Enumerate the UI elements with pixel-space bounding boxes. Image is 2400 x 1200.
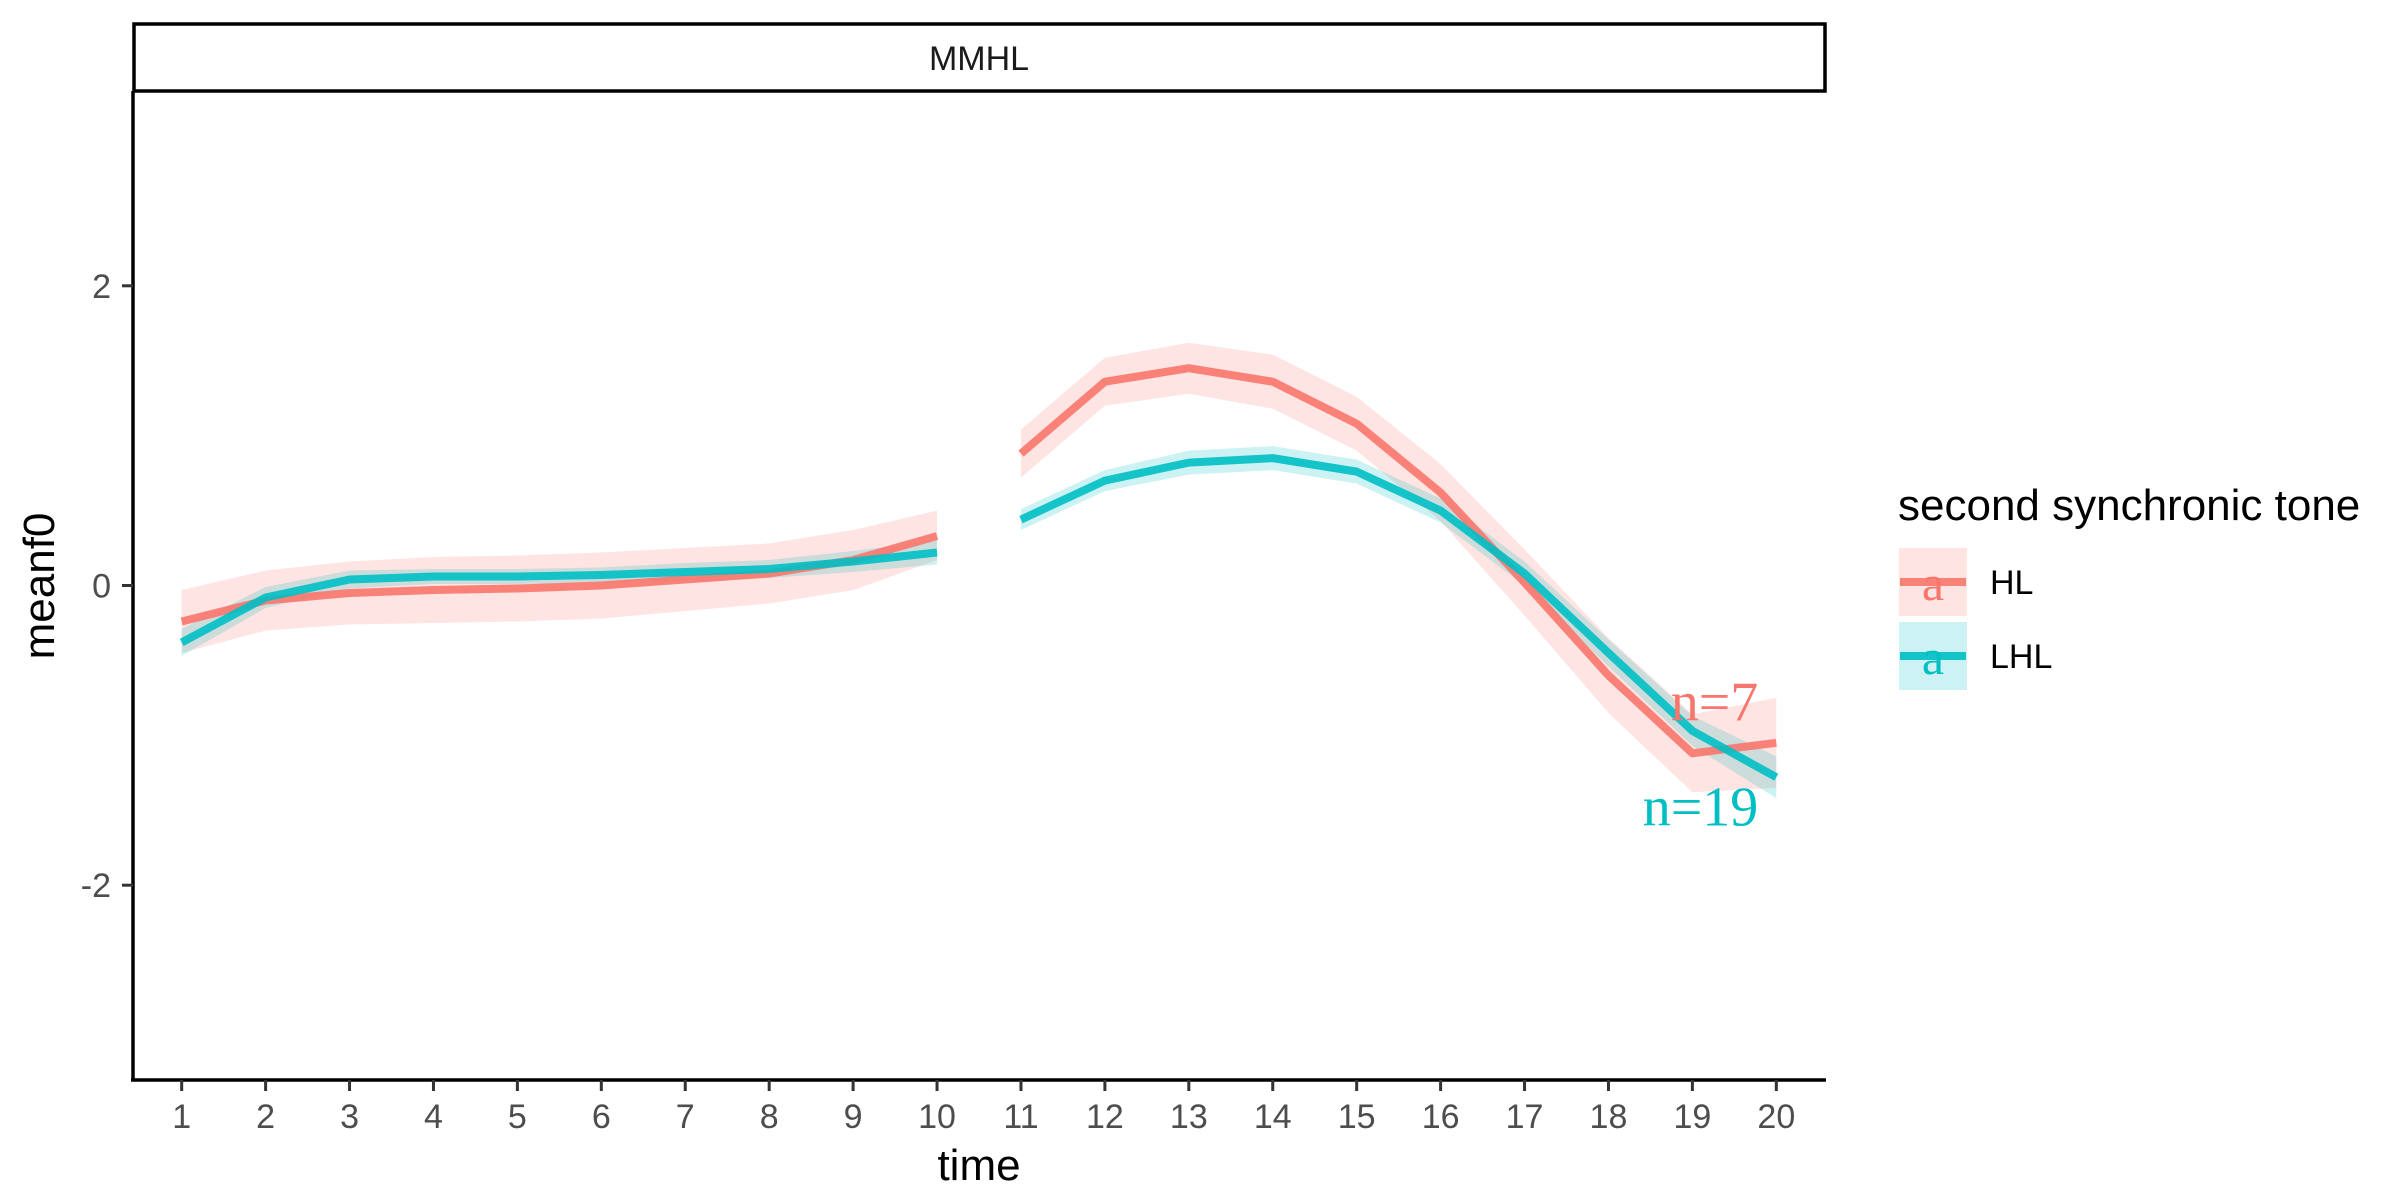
x-tick-label: 1 (172, 1098, 191, 1136)
legend: second synchronic tone a HL a LHL (1898, 481, 2360, 690)
x-axis-title: time (937, 1141, 1020, 1190)
legend-key-glyph-lhl: a (1922, 629, 1944, 685)
x-tick-label: 14 (1254, 1098, 1292, 1136)
legend-keys: a HL a LHL (1899, 548, 2052, 690)
series-lines (179, 364, 1779, 781)
legend-label-lhl: LHL (1990, 638, 2052, 676)
x-tick-label: 20 (1757, 1098, 1795, 1136)
x-tick-label: 9 (844, 1098, 863, 1136)
legend-key-glyph-hl: a (1922, 555, 1944, 611)
x-tick-label: 17 (1506, 1098, 1544, 1136)
x-tick-label: 4 (424, 1098, 443, 1136)
x-tick-label: 7 (676, 1098, 695, 1136)
y-axis-ticks: -2 0 2 (81, 268, 133, 905)
x-tick-label: 5 (508, 1098, 527, 1136)
x-tick-label: 19 (1673, 1098, 1711, 1136)
line-hl-segment-2 (1018, 364, 1777, 758)
x-tick-label: 10 (918, 1098, 956, 1136)
line-lhl-segment-2 (1019, 454, 1779, 781)
legend-label-hl: HL (1990, 564, 2033, 602)
x-tick-label: 6 (592, 1098, 611, 1136)
facet-strip: MMHL (132, 22, 1827, 93)
x-tick-label: 16 (1422, 1098, 1460, 1136)
x-tick-label: 11 (1003, 1098, 1038, 1136)
x-axis-ticks: 1 2 3 4 5 6 7 8 9 10 11 12 13 14 15 16 17 18 19 20 (172, 1080, 1795, 1136)
x-tick-label: 8 (760, 1098, 779, 1136)
count-annotations: n=7 n=19 (1643, 671, 1759, 838)
x-tick-label: 13 (1170, 1098, 1208, 1136)
x-tick-label: 3 (340, 1098, 359, 1136)
x-tick-label: 18 (1590, 1098, 1628, 1136)
x-tick-label: 12 (1086, 1098, 1124, 1136)
y-tick-label: 0 (92, 568, 111, 606)
confidence-ribbons (181, 342, 1777, 799)
facet-strip-label: MMHL (929, 40, 1029, 78)
y-axis-title: meanf0 (15, 513, 64, 660)
x-tick-label: 15 (1338, 1098, 1376, 1136)
ribbon-hl-segment-2 (1020, 342, 1777, 793)
x-tick-label: 2 (256, 1098, 275, 1136)
annotation-hl: n=7 (1671, 671, 1759, 733)
line-lhl-segment-1 (179, 548, 938, 646)
y-tick-label: 2 (92, 268, 111, 306)
y-tick-label: -2 (81, 867, 111, 905)
ribbon-hl-segment-1 (181, 510, 938, 653)
annotation-lhl: n=19 (1643, 776, 1759, 838)
legend-title: second synchronic tone (1898, 481, 2360, 530)
